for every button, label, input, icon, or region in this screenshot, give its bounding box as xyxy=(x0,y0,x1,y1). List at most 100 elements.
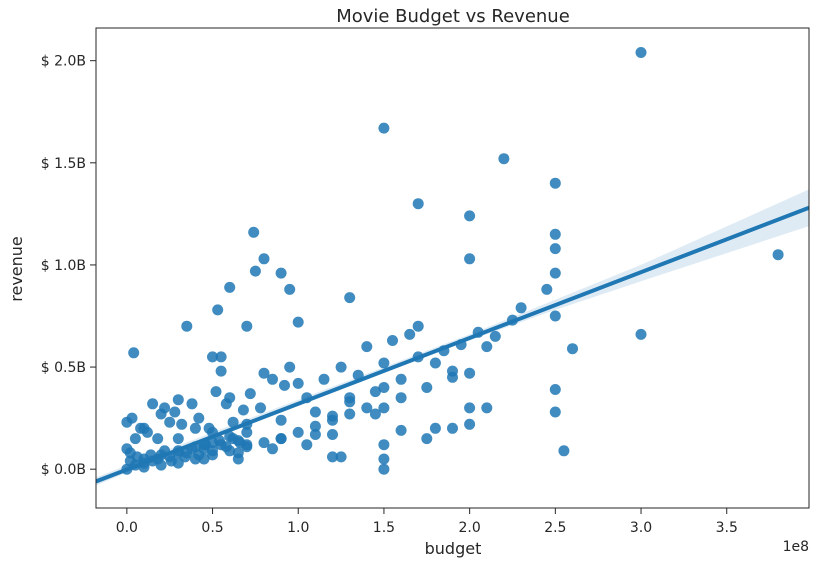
data-point xyxy=(378,453,390,465)
data-point xyxy=(220,398,232,410)
data-point xyxy=(275,267,287,279)
regression-line xyxy=(96,205,809,484)
data-point xyxy=(772,249,784,261)
data-point xyxy=(279,379,290,391)
x-tick-label: 1.5 xyxy=(373,520,395,536)
data-point xyxy=(378,122,390,134)
data-point xyxy=(327,414,338,426)
data-point xyxy=(267,443,278,455)
data-point xyxy=(241,426,253,438)
data-points-layer xyxy=(121,47,784,475)
data-point xyxy=(481,341,493,353)
data-point xyxy=(464,253,476,265)
y-tick-label: $ 2.0B xyxy=(41,54,86,70)
data-point xyxy=(464,402,476,414)
data-point xyxy=(207,351,218,363)
data-point xyxy=(481,402,493,414)
data-point xyxy=(429,422,441,434)
data-point xyxy=(447,422,458,434)
data-point xyxy=(258,367,270,379)
data-point xyxy=(237,404,249,416)
data-point xyxy=(181,320,193,332)
data-point xyxy=(361,402,373,414)
data-point xyxy=(395,424,407,436)
axes-layer xyxy=(95,27,810,509)
data-point xyxy=(292,426,304,438)
data-point xyxy=(128,347,140,359)
x-tick-label: 3.0 xyxy=(630,520,652,536)
plot-frame xyxy=(95,27,810,509)
data-point xyxy=(212,304,224,316)
data-point xyxy=(189,422,201,434)
data-point xyxy=(207,445,218,457)
data-point xyxy=(378,439,390,451)
x-tick-label: 2.0 xyxy=(459,520,481,536)
y-tick-label: $ 1.0B xyxy=(41,258,86,274)
ticks-layer: 0.0 0.5 1.0 1.5 2.0 2.5 3.0 3.5 $ 0.0B $ 0.5B $ 1.… xyxy=(41,54,738,536)
data-point xyxy=(275,414,287,426)
data-point xyxy=(186,398,198,410)
data-point xyxy=(309,406,321,418)
data-point xyxy=(515,302,527,314)
data-point xyxy=(129,433,141,445)
data-point xyxy=(267,373,278,385)
x-tick-label: 0.0 xyxy=(116,520,138,536)
data-point xyxy=(361,341,373,353)
y-tick-label: $ 0.5B xyxy=(41,360,86,376)
data-point xyxy=(378,357,390,369)
data-point xyxy=(244,388,256,400)
data-point xyxy=(378,382,390,393)
data-point xyxy=(549,310,561,322)
data-point xyxy=(489,330,501,342)
data-point xyxy=(121,443,133,455)
y-axis-label: revenue xyxy=(7,236,26,302)
data-point xyxy=(215,365,227,377)
data-point xyxy=(464,210,476,222)
data-point xyxy=(404,328,416,340)
data-point xyxy=(318,373,330,385)
data-point xyxy=(378,463,390,475)
data-point xyxy=(126,412,138,424)
data-point xyxy=(165,455,177,467)
data-point xyxy=(549,228,561,240)
data-point xyxy=(464,418,476,430)
x-tick-label: 3.5 xyxy=(716,520,738,536)
data-point xyxy=(248,226,260,238)
data-point xyxy=(176,418,188,430)
data-point xyxy=(635,328,647,340)
data-point xyxy=(549,384,561,395)
data-point xyxy=(412,198,424,210)
data-point xyxy=(301,439,313,451)
data-point xyxy=(549,177,561,189)
x-axis-offset-label: 1e8 xyxy=(783,539,809,555)
data-point xyxy=(549,406,561,418)
data-point xyxy=(309,429,321,440)
chart-title: Movie Budget vs Revenue xyxy=(336,6,570,27)
data-point xyxy=(429,357,441,369)
data-point xyxy=(215,351,227,363)
data-point xyxy=(378,402,390,414)
data-point xyxy=(172,433,184,445)
data-point xyxy=(147,398,159,410)
data-point xyxy=(224,281,236,293)
data-point xyxy=(327,429,338,440)
data-point xyxy=(447,365,458,377)
data-point xyxy=(498,153,510,165)
data-point xyxy=(258,437,270,449)
data-point xyxy=(210,386,222,398)
data-point xyxy=(255,402,266,414)
x-axis-label: budget xyxy=(425,539,482,558)
data-point xyxy=(464,367,476,379)
data-point xyxy=(227,416,239,428)
data-point xyxy=(344,408,356,420)
data-point xyxy=(193,449,205,461)
data-point xyxy=(284,283,296,295)
data-point xyxy=(292,377,304,389)
data-point xyxy=(395,373,407,385)
data-point xyxy=(309,420,321,432)
x-tick-label: 2.5 xyxy=(544,520,566,536)
data-point xyxy=(159,402,171,414)
data-point xyxy=(275,433,287,445)
data-point xyxy=(193,412,205,424)
data-point xyxy=(387,335,398,346)
